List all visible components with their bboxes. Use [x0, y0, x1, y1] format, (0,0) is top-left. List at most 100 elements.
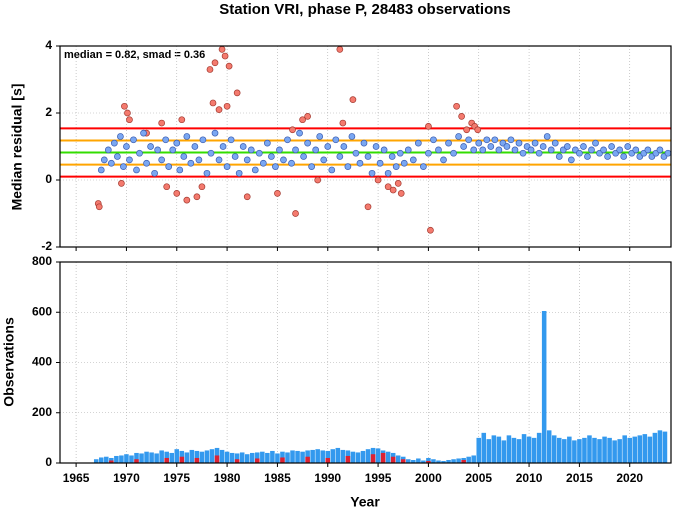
data-point: [296, 129, 303, 137]
data-point: [235, 169, 243, 177]
data-point: [308, 163, 315, 170]
data-point: [388, 153, 396, 160]
bar: [265, 452, 270, 463]
data-point: [475, 139, 483, 147]
data-point: [191, 143, 199, 150]
data-point: [515, 139, 523, 147]
data-point: [274, 190, 281, 197]
bar: [350, 451, 356, 463]
data-point: [339, 119, 347, 127]
bar: [169, 452, 174, 463]
annotation: median = 0.82, smad = 0.36: [64, 49, 205, 61]
bar: [642, 434, 648, 463]
bar: [426, 457, 431, 463]
data-point: [360, 139, 368, 147]
x-tick-label: 1985: [264, 471, 291, 485]
bar: [224, 451, 230, 463]
bar: [541, 310, 547, 463]
data-point: [535, 149, 543, 157]
data-point: [180, 153, 188, 160]
bar: [662, 431, 668, 463]
data-point: [233, 89, 241, 97]
data-point: [158, 156, 166, 164]
data-point: [425, 149, 432, 157]
y-axis-label: Median residual [s]: [9, 84, 25, 211]
data-point: [165, 163, 173, 170]
data-point: [458, 112, 465, 120]
data-point: [288, 159, 295, 167]
data-point: [372, 143, 380, 150]
data-point: [384, 169, 392, 177]
bar: [305, 456, 310, 463]
data-point: [352, 149, 360, 157]
bar: [486, 439, 492, 463]
data-point: [320, 156, 328, 164]
bar: [219, 449, 225, 463]
data-point: [328, 166, 336, 174]
data-point: [397, 190, 405, 197]
bar: [577, 439, 582, 463]
data-point: [519, 149, 527, 157]
bar: [255, 458, 260, 463]
x-tick-label: 1970: [113, 471, 140, 485]
bar: [592, 437, 597, 463]
data-point: [300, 153, 307, 160]
data-point: [239, 143, 247, 150]
bar: [557, 437, 562, 463]
data-point: [616, 146, 624, 154]
plot-frame: [59, 261, 672, 464]
bar: [119, 455, 124, 463]
data-point: [453, 102, 460, 110]
data-point: [376, 159, 384, 167]
data-point: [576, 149, 583, 157]
bar: [300, 451, 305, 463]
data-point: [420, 163, 427, 170]
data-point: [173, 139, 181, 147]
data-point: [193, 193, 201, 201]
data-point: [312, 146, 320, 154]
bar: [255, 452, 260, 463]
data-point: [632, 146, 640, 154]
data-point: [409, 156, 417, 164]
data-point: [169, 146, 177, 154]
data-point: [425, 123, 432, 130]
bar: [365, 449, 371, 463]
bar: [602, 436, 607, 463]
data-point: [656, 146, 664, 154]
bar: [536, 432, 542, 463]
data-point: [203, 169, 211, 177]
data-point: [427, 226, 434, 234]
data-point: [349, 96, 357, 103]
x-tick-label: 1990: [314, 471, 341, 485]
bar: [375, 448, 381, 463]
data-point: [199, 136, 207, 144]
data-point: [543, 133, 551, 140]
data-point: [215, 106, 223, 114]
data-point: [332, 136, 340, 144]
data-point: [97, 166, 105, 174]
data-point: [183, 133, 191, 140]
x-tick-label: 2005: [465, 471, 492, 485]
y-tick-label: 400: [32, 355, 52, 369]
data-point: [592, 139, 599, 147]
data-point: [299, 116, 306, 124]
data-point: [207, 149, 215, 157]
data-point: [206, 66, 214, 73]
data-point: [608, 143, 615, 150]
bar: [249, 452, 255, 463]
bar: [194, 457, 200, 463]
bar: [521, 434, 527, 463]
data-point: [195, 156, 203, 164]
bar: [149, 452, 154, 463]
data-point: [440, 156, 447, 164]
bar: [209, 449, 215, 463]
data-point: [474, 126, 482, 134]
data-point: [151, 169, 158, 177]
data-point: [316, 133, 324, 140]
data-point: [284, 136, 291, 144]
data-point: [495, 146, 503, 154]
data-point: [465, 136, 473, 144]
data-point: [664, 149, 672, 157]
data-point: [491, 136, 499, 144]
bar: [355, 452, 361, 463]
